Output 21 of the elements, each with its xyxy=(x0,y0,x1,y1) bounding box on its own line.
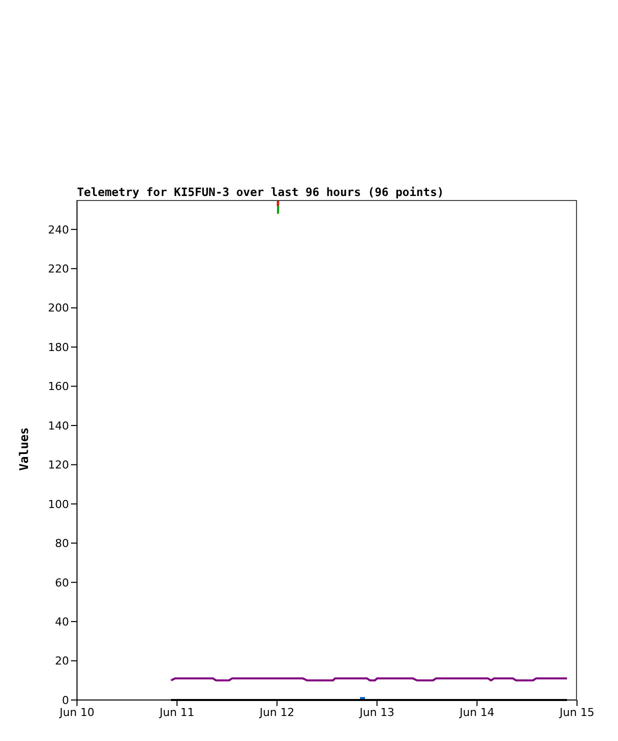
y-tick-label: 140 xyxy=(48,419,69,432)
x-tick-label: Jun 13 xyxy=(358,706,394,719)
x-tick-label: Jun 15 xyxy=(558,706,594,719)
y-tick-label: 180 xyxy=(48,340,69,354)
y-tick-label: 60 xyxy=(55,576,69,590)
y-tick-label: 240 xyxy=(48,223,69,236)
y-axis-title: Values xyxy=(17,426,31,473)
x-tick-label: Jun 10 xyxy=(58,706,94,719)
x-tick-label: Jun 11 xyxy=(158,706,194,719)
y-tick-label: 0 xyxy=(62,694,69,707)
chart-title: Telemetry for KI5FUN-3 over last 96 hours (96 points) xyxy=(77,185,444,199)
y-tick-label: 220 xyxy=(48,262,69,276)
y-tick-label: 40 xyxy=(55,615,69,628)
x-tick-label: Jun 12 xyxy=(258,706,294,719)
y-tick-label: 100 xyxy=(48,498,69,511)
x-tick-label: Jun 14 xyxy=(458,706,494,719)
y-tick-label: 200 xyxy=(48,302,69,315)
y-tick-label: 20 xyxy=(55,654,69,668)
y-tick-label: 160 xyxy=(48,380,69,394)
y-tick-label: 80 xyxy=(55,537,69,550)
y-tick-label: 120 xyxy=(48,458,69,472)
